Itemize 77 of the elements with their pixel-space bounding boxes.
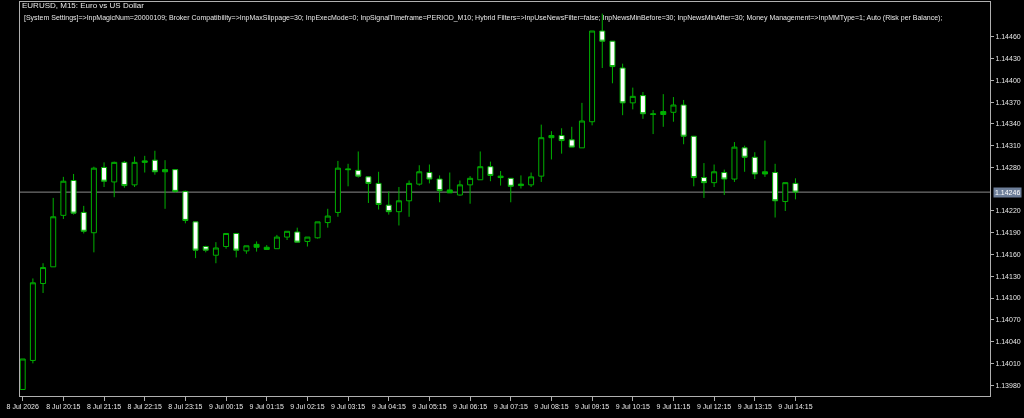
candlestick — [568, 126, 575, 148]
candlestick — [558, 127, 565, 155]
chart-title: EURUSD, M15: Euro vs US Dollar — [22, 0, 145, 10]
candlestick — [355, 150, 362, 179]
candlestick — [192, 221, 199, 259]
candlestick — [670, 96, 677, 123]
candlestick — [212, 241, 219, 264]
candlestick — [314, 221, 321, 240]
candlestick — [304, 236, 311, 248]
candlestick — [202, 245, 209, 253]
candlestick — [90, 166, 97, 253]
candlestick — [223, 232, 230, 250]
candlestick — [741, 145, 748, 173]
candlestick — [548, 130, 555, 160]
candlestick — [456, 180, 463, 197]
candlestick — [20, 358, 26, 390]
candlestick — [690, 135, 697, 187]
candlestick — [395, 186, 402, 226]
candlestick — [589, 30, 596, 126]
candlestick — [101, 161, 108, 188]
candlestick — [487, 161, 494, 182]
candlestick — [345, 163, 352, 187]
candlestick — [731, 141, 738, 183]
candlestick — [660, 93, 667, 128]
candlestick — [609, 40, 616, 84]
candlestick — [365, 175, 372, 204]
candlestick — [111, 161, 118, 198]
candlestick — [517, 174, 524, 189]
candlestick — [151, 150, 158, 176]
candlestick — [334, 160, 341, 218]
candlestick — [680, 99, 687, 145]
candlestick — [70, 173, 77, 216]
candlestick — [406, 180, 413, 218]
candlestick — [700, 162, 707, 199]
candlestick — [141, 155, 148, 174]
candlestick — [436, 174, 443, 203]
candlestick — [243, 245, 250, 255]
candlestick — [467, 175, 474, 205]
candlestick — [284, 230, 291, 241]
candlestick — [711, 164, 718, 188]
candlestick — [294, 227, 301, 243]
candlestick — [60, 176, 67, 220]
candlestick — [639, 91, 646, 120]
candlestick — [477, 150, 484, 181]
candlestick — [629, 87, 636, 110]
candlestick — [273, 234, 280, 250]
candlestick — [761, 140, 768, 178]
candlestick — [446, 172, 453, 194]
candlestick — [416, 164, 423, 187]
candlestick — [375, 171, 382, 211]
candlestick — [324, 208, 331, 229]
candlestick — [172, 169, 179, 194]
candlestick — [121, 160, 128, 189]
candlestick — [538, 124, 545, 183]
candlestick — [497, 170, 504, 187]
candlestick — [721, 169, 728, 196]
candlestick — [131, 156, 138, 188]
candlestick — [29, 277, 36, 364]
candlestick — [650, 109, 657, 135]
candlestick — [426, 164, 433, 184]
candlestick — [772, 163, 779, 218]
candlestick — [619, 63, 626, 116]
candlestick — [578, 102, 585, 149]
candlestick — [253, 240, 260, 253]
candlestick — [792, 177, 799, 200]
candlestick — [782, 182, 789, 212]
candlestick — [751, 151, 758, 180]
candlestick — [40, 262, 47, 294]
candlestick — [385, 190, 392, 216]
candlestick — [528, 172, 535, 188]
candlestick — [233, 232, 240, 258]
candlestick — [50, 197, 57, 268]
candlestick — [182, 190, 189, 224]
candlestick — [263, 244, 270, 250]
candlestick — [507, 177, 514, 203]
candlestick — [162, 159, 169, 210]
candlestick — [80, 205, 87, 234]
